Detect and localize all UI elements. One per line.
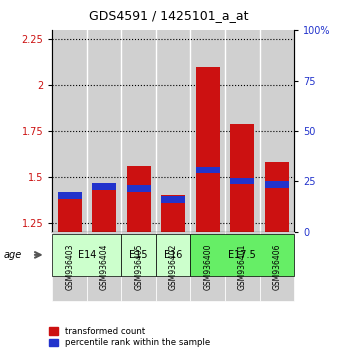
Bar: [87, 30, 121, 232]
Text: E14: E14: [78, 250, 96, 260]
Bar: [92, 183, 116, 190]
Text: GSM936404: GSM936404: [100, 243, 109, 290]
Legend: transformed count, percentile rank within the sample: transformed count, percentile rank withi…: [48, 326, 211, 348]
Bar: [265, 162, 289, 232]
Text: GDS4591 / 1425101_a_at: GDS4591 / 1425101_a_at: [89, 9, 249, 22]
Bar: [230, 178, 255, 184]
Bar: [196, 167, 220, 173]
Bar: [196, 67, 220, 232]
Text: GSM936405: GSM936405: [134, 243, 143, 290]
Text: GSM936401: GSM936401: [238, 243, 247, 290]
Bar: [92, 188, 116, 232]
Text: E16: E16: [164, 250, 183, 260]
Text: GSM936403: GSM936403: [65, 243, 74, 290]
Bar: [260, 30, 294, 232]
Bar: [127, 166, 151, 232]
Text: GSM936402: GSM936402: [169, 243, 178, 290]
Bar: [121, 30, 156, 232]
Bar: [57, 199, 82, 232]
Text: GSM936400: GSM936400: [203, 243, 212, 290]
Text: GSM936406: GSM936406: [272, 243, 281, 290]
Text: age: age: [3, 250, 22, 260]
Bar: [52, 30, 87, 232]
Text: E17.5: E17.5: [228, 250, 256, 260]
Bar: [127, 185, 151, 192]
Bar: [156, 30, 191, 232]
Bar: [161, 196, 185, 202]
Bar: [161, 195, 185, 232]
Text: E15: E15: [129, 250, 148, 260]
Bar: [191, 30, 225, 232]
Bar: [265, 182, 289, 188]
Bar: [57, 193, 82, 199]
Bar: [230, 124, 255, 232]
Bar: [225, 30, 260, 232]
